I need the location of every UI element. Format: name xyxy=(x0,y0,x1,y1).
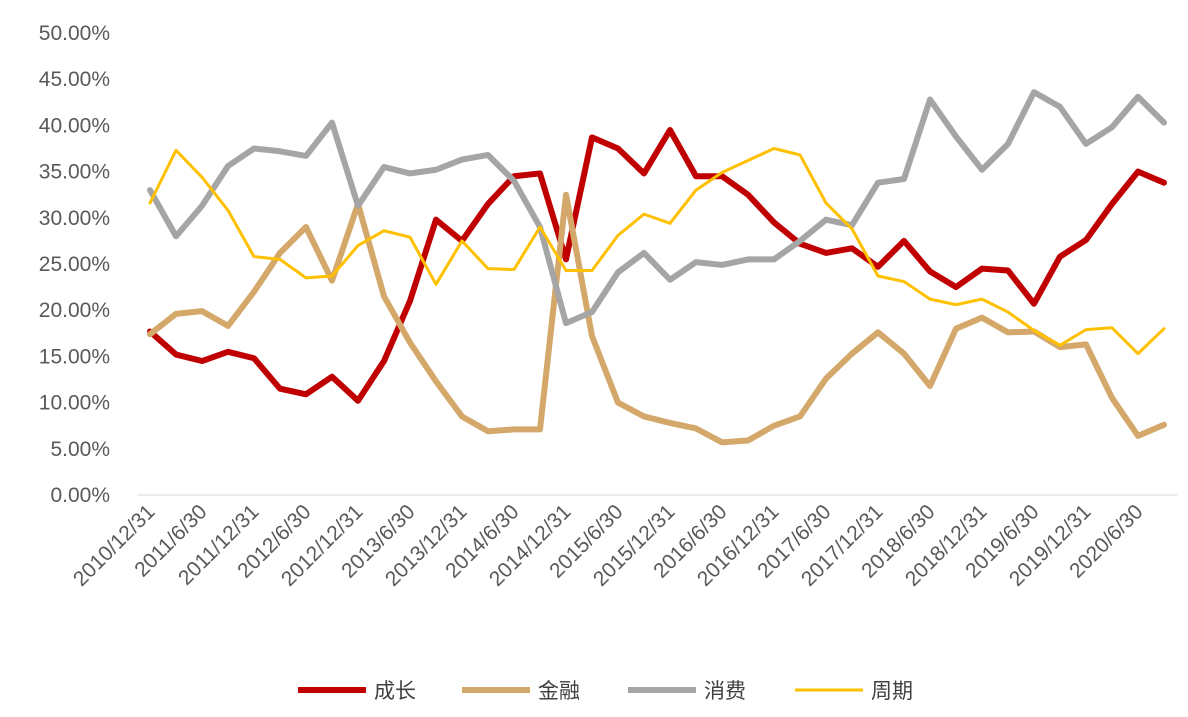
series-line-3 xyxy=(147,89,1167,327)
y-tick-label: 40.00% xyxy=(39,114,110,137)
legend-item: 金融 xyxy=(462,679,580,703)
y-tick-label: 50.00% xyxy=(39,22,110,45)
y-tick-label: 30.00% xyxy=(39,207,110,230)
legend-item: 成长 xyxy=(298,679,416,703)
legend-label: 成长 xyxy=(374,679,416,703)
y-tick-label: 25.00% xyxy=(39,253,110,276)
legend-label: 消费 xyxy=(704,679,746,703)
legend-item: 周期 xyxy=(795,679,913,703)
legend-label: 金融 xyxy=(538,679,580,703)
y-tick-label: 45.00% xyxy=(39,68,110,91)
y-tick-label: 15.00% xyxy=(39,345,110,368)
y-tick-label: 35.00% xyxy=(39,161,110,184)
series-line-4 xyxy=(148,147,1166,356)
y-tick-label: 20.00% xyxy=(39,299,110,322)
y-tick-label: 0.00% xyxy=(50,484,110,507)
legend-item: 消费 xyxy=(628,679,746,703)
legend-label: 周期 xyxy=(871,679,913,703)
series-line-2 xyxy=(147,191,1167,446)
series-line-1 xyxy=(147,127,1167,404)
y-tick-label: 5.00% xyxy=(50,438,110,461)
y-tick-label: 10.00% xyxy=(39,392,110,415)
